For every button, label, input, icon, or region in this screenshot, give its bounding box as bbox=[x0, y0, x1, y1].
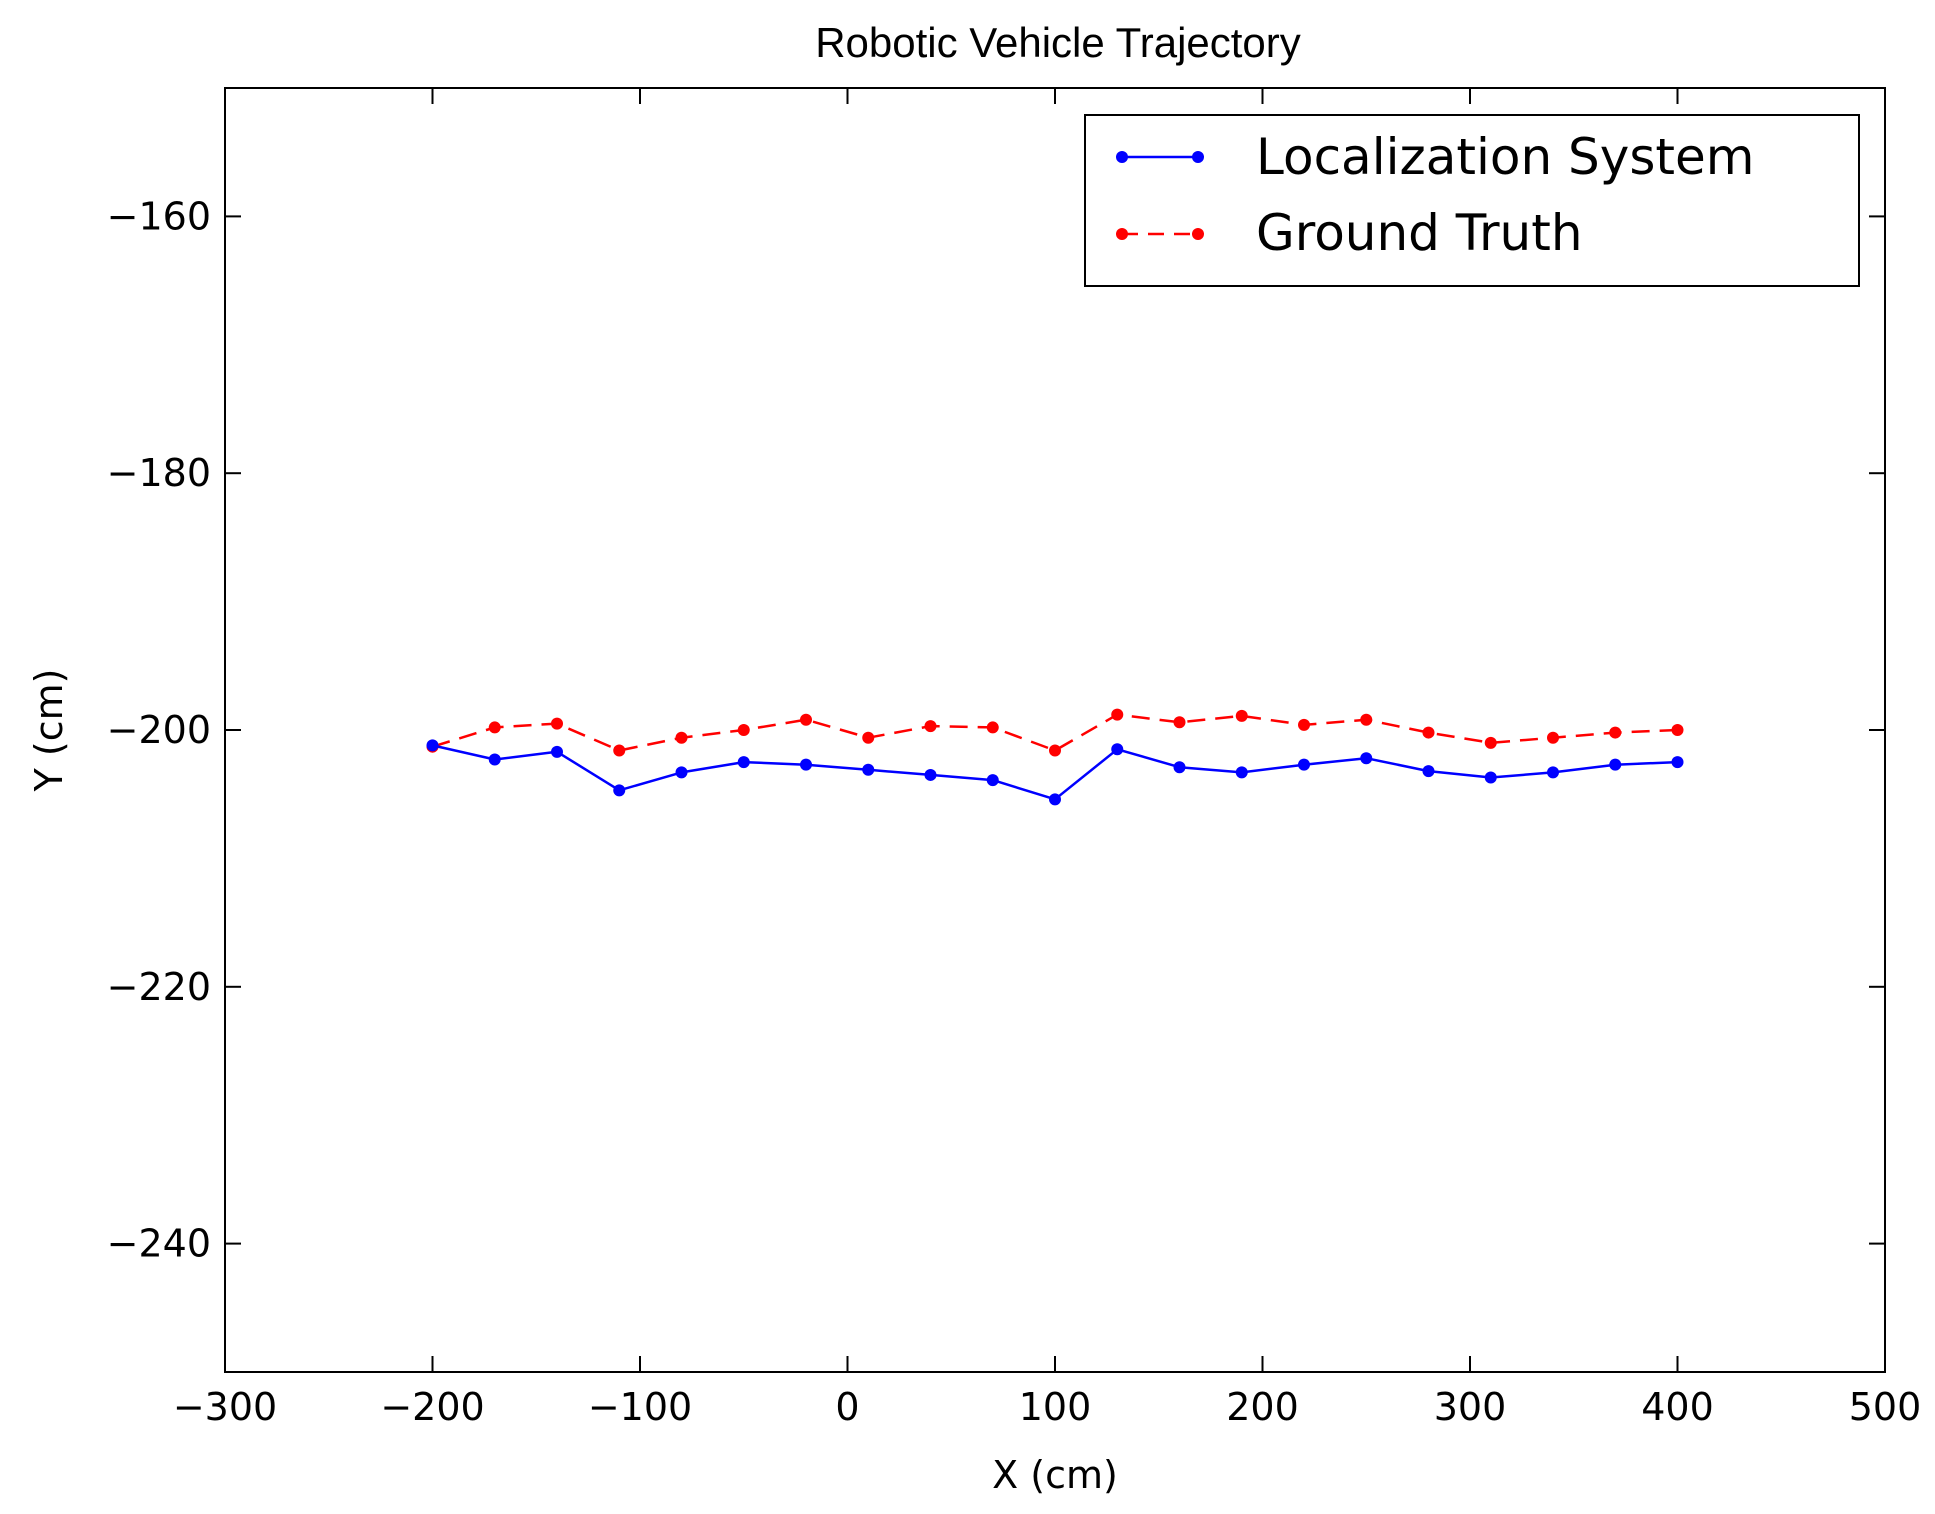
data-point-localization-system bbox=[862, 763, 875, 776]
data-point-localization-system bbox=[1111, 743, 1124, 756]
series-line-ground-truth bbox=[432, 713, 1678, 752]
data-point-ground-truth bbox=[1671, 724, 1684, 736]
plot-area bbox=[224, 87, 1886, 1373]
data-point-ground-truth bbox=[1173, 716, 1186, 729]
data-point-ground-truth bbox=[1484, 736, 1497, 749]
data-point-ground-truth bbox=[1111, 708, 1124, 721]
data-point-ground-truth bbox=[1298, 718, 1310, 731]
x-tick-label: −200 bbox=[380, 1385, 484, 1429]
legend: Localization System Ground Truth bbox=[1084, 114, 1860, 287]
x-tick-label: 500 bbox=[1849, 1385, 1922, 1429]
data-point-ground-truth bbox=[1360, 713, 1373, 726]
data-point-localization-system bbox=[737, 756, 750, 769]
data-point-ground-truth bbox=[924, 720, 937, 733]
data-point-localization-system bbox=[1609, 758, 1622, 771]
x-tick-label: −100 bbox=[588, 1385, 692, 1429]
data-point-localization-system bbox=[426, 739, 439, 752]
y-tick-label: −160 bbox=[107, 194, 211, 238]
series-layer bbox=[426, 708, 1684, 806]
data-point-ground-truth bbox=[1422, 726, 1435, 739]
y-tick-label: −180 bbox=[107, 451, 211, 495]
x-tick-label: 200 bbox=[1226, 1385, 1299, 1429]
data-point-ground-truth bbox=[986, 721, 999, 734]
data-point-ground-truth bbox=[1049, 744, 1061, 757]
data-point-localization-system bbox=[924, 768, 937, 781]
data-point-ground-truth bbox=[737, 724, 750, 736]
y-axis-label: Y (cm) bbox=[27, 669, 71, 793]
data-point-ground-truth bbox=[1235, 709, 1248, 722]
data-point-localization-system bbox=[1547, 766, 1559, 779]
chart-title: Robotic Vehicle Trajectory bbox=[815, 19, 1301, 66]
data-point-ground-truth bbox=[1547, 731, 1559, 744]
y-tick-label: −240 bbox=[107, 1222, 211, 1266]
data-point-localization-system bbox=[1049, 793, 1061, 806]
data-point-localization-system bbox=[1422, 765, 1435, 778]
data-point-ground-truth bbox=[1609, 726, 1622, 739]
data-point-localization-system bbox=[986, 774, 999, 787]
data-point-localization-system bbox=[675, 766, 688, 779]
data-point-ground-truth bbox=[675, 731, 688, 744]
data-point-localization-system bbox=[613, 784, 626, 797]
legend-label-ground-truth: Ground Truth bbox=[1256, 204, 1583, 262]
y-tick-label: −200 bbox=[107, 708, 211, 752]
data-point-localization-system bbox=[1235, 766, 1248, 779]
data-point-ground-truth bbox=[862, 731, 875, 744]
x-tick-label: −300 bbox=[173, 1385, 277, 1429]
legend-box bbox=[1084, 114, 1860, 287]
data-point-localization-system bbox=[1484, 771, 1497, 784]
data-point-localization-system bbox=[1173, 761, 1186, 774]
legend-marker-localization bbox=[1192, 151, 1204, 163]
x-tick-label: 400 bbox=[1641, 1385, 1714, 1429]
x-tick-label: 100 bbox=[1019, 1385, 1092, 1429]
data-point-localization-system bbox=[1360, 752, 1373, 765]
axis-ticks: −300 −200 −100 0 100 200 300 400 500 −160 −180 −200… bbox=[107, 88, 1922, 1429]
data-point-ground-truth bbox=[800, 713, 812, 726]
legend-marker-localization bbox=[1116, 151, 1128, 163]
legend-marker-ground-truth bbox=[1192, 228, 1204, 240]
x-tick-label: 0 bbox=[835, 1385, 859, 1429]
legend-label-localization: Localization System bbox=[1256, 128, 1755, 186]
data-point-ground-truth bbox=[613, 744, 626, 757]
data-point-localization-system bbox=[551, 745, 563, 758]
data-point-localization-system bbox=[1298, 758, 1310, 771]
x-tick-label: 300 bbox=[1434, 1385, 1507, 1429]
y-tick-label: −220 bbox=[107, 965, 211, 1009]
data-point-localization-system bbox=[488, 753, 501, 766]
data-point-localization-system bbox=[800, 758, 812, 771]
data-point-ground-truth bbox=[488, 721, 501, 734]
legend-marker-ground-truth bbox=[1116, 228, 1128, 240]
data-point-ground-truth bbox=[551, 717, 563, 730]
data-point-localization-system bbox=[1671, 756, 1684, 769]
x-axis-label: X (cm) bbox=[992, 1453, 1118, 1497]
